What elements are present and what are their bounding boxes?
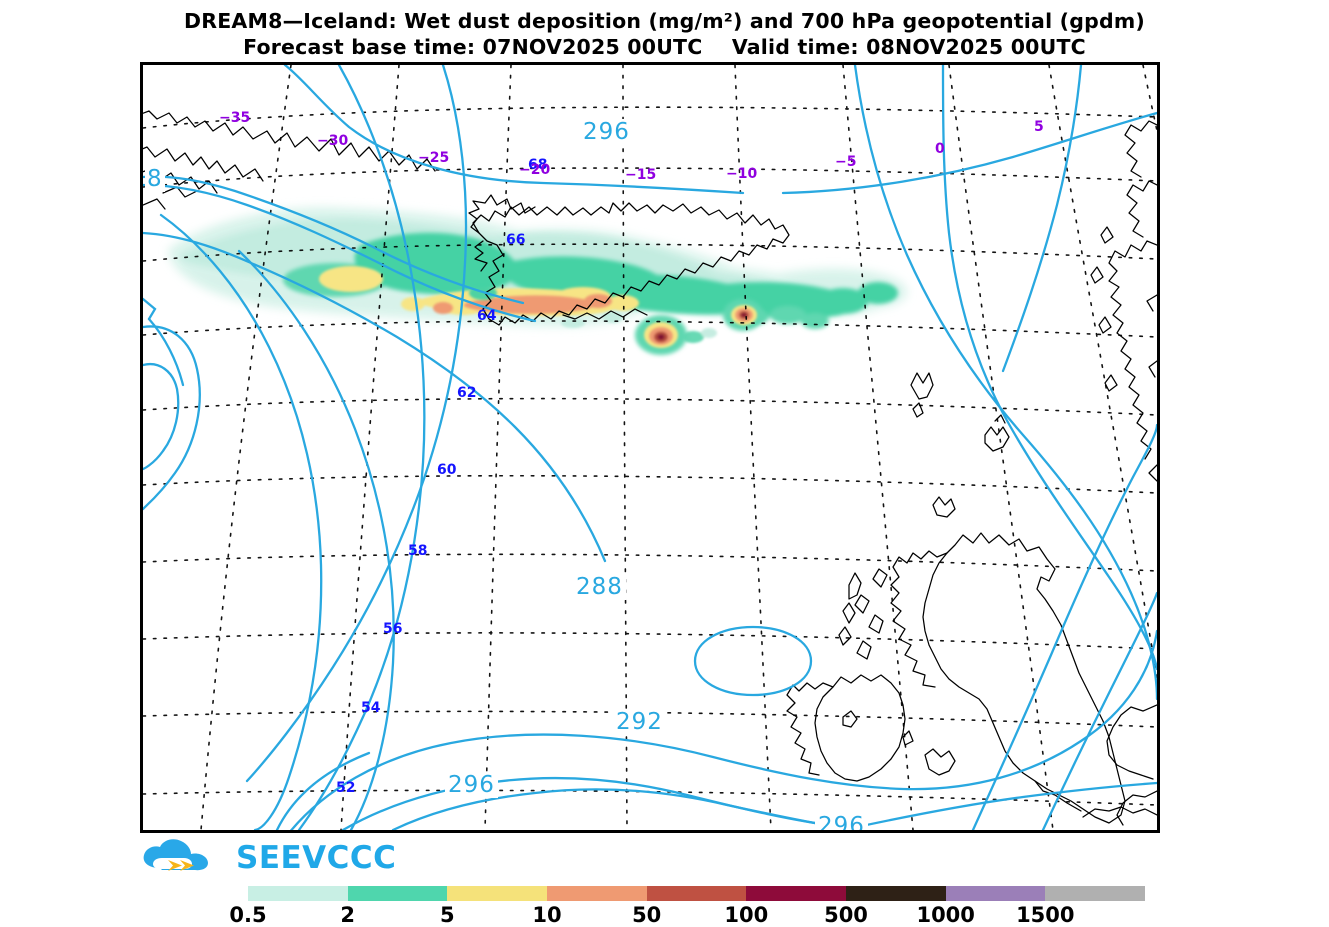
colorbar-swatch-5 <box>746 886 847 901</box>
cloud-arrow-icon <box>143 839 208 871</box>
contour-296-south <box>341 776 845 830</box>
contour-east <box>853 65 1157 701</box>
seevccc-logo: SEEVCCC <box>140 836 396 880</box>
colorbar-swatch-3 <box>547 886 647 901</box>
colorbar-swatches <box>248 886 1146 901</box>
colorbar-tick-3: 10 <box>532 903 562 927</box>
colorbar-legend: 0.5 2 5 10 50 100 500 1000 1500 <box>229 886 1146 927</box>
shetland-islands <box>910 372 934 400</box>
colorbar-swatch-1 <box>347 886 448 901</box>
colorbar-tick-5: 100 <box>724 903 769 927</box>
norway-coast <box>1108 240 1157 460</box>
colorbar-tick-4: 50 <box>632 903 662 927</box>
contour-292 <box>290 629 1157 830</box>
iceland-coast <box>472 202 790 326</box>
chart-title-line1: DREAM8—Iceland: Wet dust deposition (mg/… <box>184 9 1145 33</box>
graticule <box>143 65 1157 830</box>
contour-288-low <box>693 625 813 697</box>
contour-296-north <box>283 65 745 195</box>
colorbar-tick-0: 0.5 <box>229 903 267 927</box>
colorbar-tick-7: 1000 <box>916 903 975 927</box>
colorbar-tick-8: 1500 <box>1016 903 1075 927</box>
chart-title-block: DREAM8—Iceland: Wet dust deposition (mg/… <box>0 8 1329 60</box>
geopotential-contours <box>143 65 1157 830</box>
colorbar-swatch-7 <box>945 886 1046 901</box>
colorbar-swatch-2 <box>447 886 548 901</box>
colorbar-swatch-8 <box>1045 886 1146 901</box>
chart-title-line2: Forecast base time: 07NOV2025 00UTC Vali… <box>243 35 1086 59</box>
logo-text: SEEVCCC <box>236 840 397 876</box>
colorbar-tick-1: 2 <box>340 903 355 927</box>
southeast-coast-hotspot <box>723 299 763 331</box>
contour-288-northwest <box>143 175 525 305</box>
colorbar-swatch-4 <box>646 886 747 901</box>
colorbar-swatch-6 <box>846 886 946 901</box>
map-plot-area: 68 66 64 62 60 58 56 54 52 50 −35 −30 −2… <box>140 62 1160 833</box>
colorbar-swatch-0 <box>248 886 348 901</box>
colorbar-tick-2: 5 <box>439 903 455 927</box>
ireland-coast <box>814 674 906 782</box>
south-coast-hotspot <box>635 315 687 355</box>
great-britain-coast <box>922 532 1126 824</box>
map-canvas <box>143 65 1157 830</box>
colorbar-tick-labels: 0.5 2 5 10 50 100 500 1000 1500 <box>229 901 1145 927</box>
colorbar-tick-6: 500 <box>824 903 868 927</box>
dust-deposition-field <box>168 207 907 355</box>
faroe-islands <box>984 426 1010 452</box>
